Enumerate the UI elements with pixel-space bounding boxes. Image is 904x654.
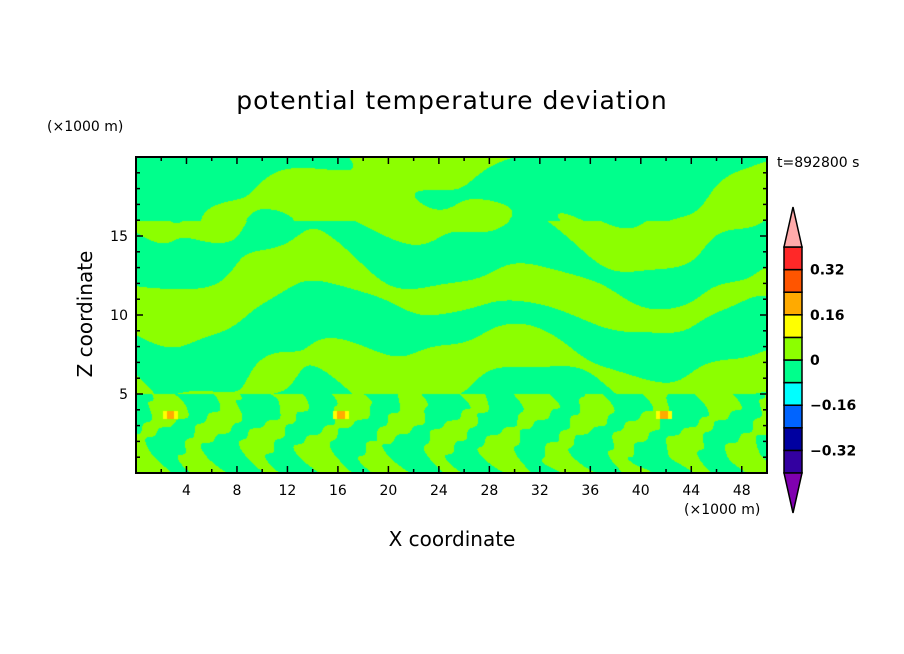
colorbar-under-triangle (783, 472, 803, 514)
colorbar-box (783, 427, 803, 452)
colorbar-box (783, 268, 803, 293)
contour-field (136, 157, 767, 473)
colorbar-label: −0.16 (810, 398, 856, 414)
x-tick-label: 40 (632, 483, 650, 499)
x-tick-label: 24 (430, 483, 448, 499)
colorbar-label: 0.16 (810, 308, 845, 324)
y-tick-label: 5 (119, 387, 128, 403)
x-tick-label: 20 (379, 483, 397, 499)
y-tick-label: 15 (110, 229, 128, 245)
x-axis-label: X coordinate (388, 527, 516, 551)
colorbar-box (783, 449, 803, 474)
x-tick-label: 32 (531, 483, 549, 499)
colorbar-over-triangle (783, 206, 803, 248)
chart-title: potential temperature deviation (236, 86, 668, 115)
colorbar-label: −0.32 (810, 443, 856, 459)
colorbar-box (783, 291, 803, 316)
time-label: t=892800 s (777, 155, 860, 171)
colorbar-box (783, 359, 803, 384)
x-tick-label: 28 (480, 483, 498, 499)
colorbar-box (783, 381, 803, 406)
y-tick-label: 10 (110, 308, 128, 324)
colorbar-box (783, 404, 803, 429)
x-tick-label: 16 (329, 483, 347, 499)
colorbar-label: 0 (810, 353, 820, 369)
colorbar-box (783, 246, 803, 271)
colorbar-label: 0.32 (810, 263, 845, 279)
x-tick-label: 4 (182, 483, 191, 499)
colorbar-box (783, 336, 803, 361)
x-tick-label: 36 (581, 483, 599, 499)
x-tick-label: 44 (682, 483, 700, 499)
x-tick-label: 12 (279, 483, 297, 499)
colorbar-box (783, 314, 803, 339)
plot-frame (135, 156, 768, 474)
x-unit-label: (×1000 m) (684, 502, 761, 518)
y-unit-label: (×1000 m) (47, 119, 124, 135)
x-tick-label: 8 (232, 483, 241, 499)
x-tick-label: 48 (733, 483, 751, 499)
